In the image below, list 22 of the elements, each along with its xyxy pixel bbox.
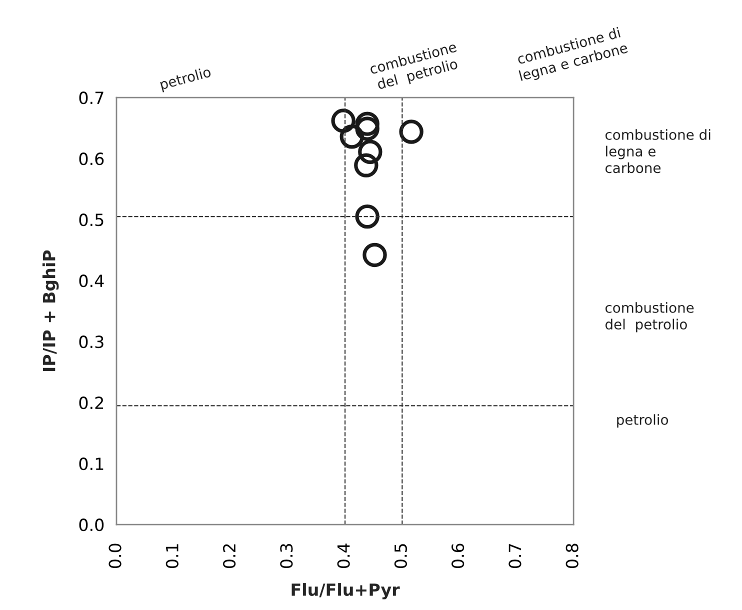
text: combustione del petrolio	[605, 302, 694, 332]
x-tick-label: 0.2	[222, 544, 236, 568]
y-tick-label: 0.6	[79, 152, 104, 166]
y-tick-label: 0.4	[79, 274, 104, 288]
x-tick-label: 0.0	[108, 544, 122, 568]
x-axis-title: Flu/Flu+Pyr	[292, 583, 400, 600]
text: combustione di legna e carbone	[605, 129, 710, 174]
x-tick-label: 0.1	[166, 544, 178, 568]
y-axis-title: IP/IP + BghiP	[42, 250, 59, 372]
y-tick-label: 0.5	[79, 214, 104, 226]
y-tick-label: 0.2	[79, 396, 104, 410]
x-tick-label: 0.6	[452, 544, 464, 568]
text: petrolio	[617, 414, 668, 428]
x-tick-label: 0.7	[508, 544, 522, 568]
x-tick-label: 0.5	[394, 544, 407, 568]
x-tick-label: 0.4	[337, 544, 350, 568]
y-tick-label: 0.0	[79, 518, 104, 532]
y-tick-label: 0.1	[79, 458, 104, 470]
y-tick-label: 0.7	[79, 92, 104, 104]
x-tick-label: 0.8	[566, 544, 578, 568]
x-tick-label: 0.3	[280, 544, 293, 568]
y-tick-label: 0.3	[79, 336, 104, 348]
